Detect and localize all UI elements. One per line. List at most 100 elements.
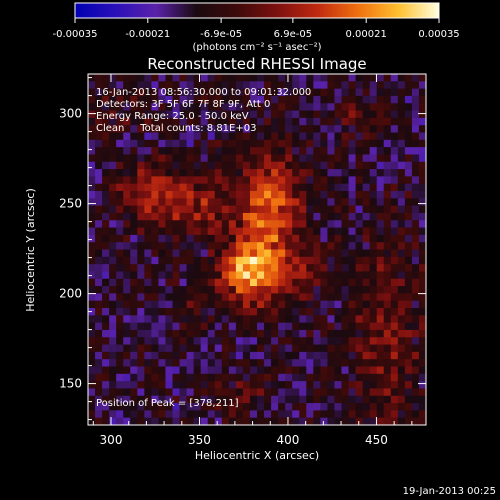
image-cell — [123, 410, 131, 419]
image-cell — [151, 359, 159, 367]
image-cell — [411, 147, 420, 155]
image-cell — [228, 117, 237, 126]
image-cell — [348, 176, 356, 185]
image-cell — [383, 169, 392, 177]
image-cell — [341, 103, 349, 111]
image-cell — [242, 74, 251, 82]
image-cell — [306, 256, 314, 265]
image-cell — [221, 329, 230, 338]
image-cell — [390, 212, 399, 221]
image-cell — [228, 315, 237, 324]
plot-frame — [87, 73, 427, 426]
image-cell — [193, 220, 202, 228]
image-cell — [334, 381, 342, 389]
image-cell — [306, 388, 314, 397]
image-cell — [200, 410, 209, 419]
image-cell — [214, 286, 223, 294]
image-cell — [109, 132, 117, 141]
image-cell — [334, 110, 342, 119]
image-cell — [355, 220, 364, 228]
image-cell — [179, 169, 187, 177]
image-cell — [172, 286, 180, 294]
image-cell — [221, 95, 230, 104]
image-cell — [193, 169, 202, 177]
image-cell — [186, 176, 195, 185]
image-cell — [88, 395, 96, 404]
image-cell — [123, 388, 131, 397]
image-cell — [109, 373, 117, 382]
image-cell — [418, 169, 427, 177]
image-cell — [102, 344, 110, 353]
image-cell — [278, 220, 286, 228]
image-cell — [404, 95, 413, 104]
image-cell — [228, 300, 237, 309]
image-cell — [355, 81, 364, 90]
image-cell — [369, 264, 378, 272]
image-cell — [88, 176, 96, 185]
image-cell — [228, 410, 237, 419]
image-cell — [355, 264, 364, 272]
image-cell — [362, 176, 371, 185]
image-cell — [172, 366, 180, 375]
image-cell — [334, 169, 342, 177]
image-cell — [411, 88, 420, 97]
image-cell — [179, 344, 187, 353]
image-cell — [102, 88, 110, 97]
image-cell — [327, 271, 335, 280]
image-cell — [193, 293, 202, 302]
image-cell — [186, 103, 195, 111]
image-cell — [179, 227, 187, 236]
image-cell — [264, 249, 272, 258]
image-cell — [221, 147, 230, 155]
image-cell — [362, 125, 371, 133]
image-cell — [193, 373, 202, 382]
image-cell — [228, 329, 237, 338]
image-cell — [285, 183, 293, 192]
image-cell — [109, 212, 117, 221]
image-cell — [130, 132, 138, 141]
image-cell — [242, 278, 251, 287]
image-cell — [109, 286, 117, 294]
image-cell — [306, 220, 314, 228]
image-cell — [404, 191, 413, 199]
image-cell — [285, 95, 293, 104]
image-cell — [242, 264, 251, 272]
image-cell — [362, 337, 371, 345]
image-cell — [193, 183, 202, 192]
image-cell — [383, 351, 392, 360]
image-cell — [306, 227, 314, 236]
image-cell — [228, 161, 237, 170]
image-cell — [186, 242, 195, 250]
image-cell — [362, 220, 371, 228]
image-cell — [348, 249, 356, 258]
image-cell — [116, 344, 124, 353]
image-cell — [264, 132, 272, 141]
image-cell — [235, 191, 244, 199]
image-cell — [362, 249, 371, 258]
image-cell — [186, 308, 195, 316]
image-cell — [144, 117, 152, 126]
image-cell — [271, 198, 279, 207]
image-cell — [165, 286, 173, 294]
image-cell — [186, 249, 195, 258]
image-cell — [165, 191, 173, 199]
image-cell — [88, 212, 96, 221]
image-cell — [313, 403, 321, 411]
image-cell — [123, 337, 131, 345]
image-cell — [172, 242, 180, 250]
image-cell — [355, 344, 364, 353]
image-cell — [404, 220, 413, 228]
image-cell — [242, 381, 251, 389]
image-cell — [383, 81, 392, 90]
image-cell — [264, 395, 272, 404]
image-cell — [341, 205, 349, 214]
image-cell — [242, 403, 251, 411]
image-cell — [348, 351, 356, 360]
image-cell — [179, 388, 187, 397]
image-cell — [144, 147, 152, 155]
image-cell — [355, 139, 364, 148]
image-cell — [418, 74, 427, 82]
image-cell — [235, 220, 244, 228]
image-cell — [306, 169, 314, 177]
image-cell — [151, 110, 159, 119]
